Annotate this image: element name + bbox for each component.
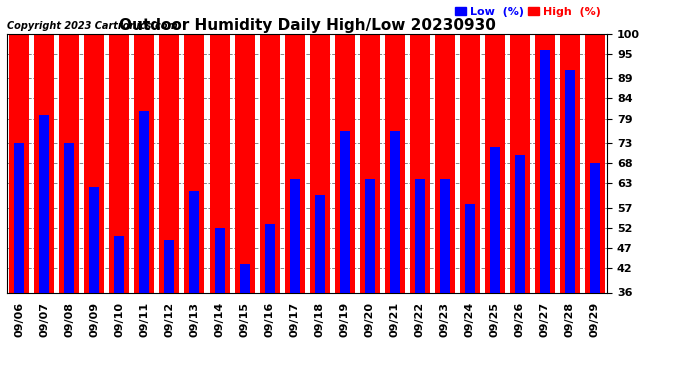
Bar — [435, 34, 455, 375]
Bar — [190, 191, 199, 375]
Bar — [14, 143, 24, 375]
Bar — [39, 115, 50, 375]
Bar — [315, 195, 324, 375]
Bar — [90, 188, 99, 375]
Bar — [215, 228, 224, 375]
Bar — [464, 204, 475, 375]
Bar — [10, 34, 30, 375]
Bar — [515, 155, 524, 375]
Bar — [64, 143, 75, 375]
Bar — [159, 34, 179, 375]
Bar — [415, 179, 424, 375]
Bar — [264, 224, 275, 375]
Bar — [164, 240, 175, 375]
Bar — [259, 34, 279, 375]
Bar — [210, 34, 230, 375]
Bar — [510, 34, 530, 375]
Bar — [484, 34, 504, 375]
Text: Copyright 2023 Cartronics.com: Copyright 2023 Cartronics.com — [7, 21, 177, 31]
Bar — [59, 34, 79, 375]
Bar — [335, 34, 355, 375]
Bar — [310, 34, 330, 375]
Bar — [490, 147, 500, 375]
Bar — [359, 34, 380, 375]
Bar — [135, 34, 155, 375]
Bar — [384, 34, 404, 375]
Bar — [564, 70, 575, 375]
Bar — [290, 179, 299, 375]
Bar — [390, 131, 400, 375]
Bar — [364, 179, 375, 375]
Bar — [110, 34, 130, 375]
Bar — [535, 34, 555, 375]
Bar — [440, 179, 450, 375]
Bar — [540, 50, 550, 375]
Legend: Low  (%), High  (%): Low (%), High (%) — [454, 6, 602, 18]
Bar — [590, 163, 600, 375]
Bar — [239, 264, 250, 375]
Bar — [115, 236, 124, 375]
Bar — [34, 34, 55, 375]
Bar — [339, 131, 350, 375]
Bar — [584, 34, 604, 375]
Bar — [184, 34, 204, 375]
Bar — [284, 34, 304, 375]
Bar — [560, 34, 580, 375]
Bar — [410, 34, 430, 375]
Bar — [460, 34, 480, 375]
Bar — [139, 111, 150, 375]
Title: Outdoor Humidity Daily High/Low 20230930: Outdoor Humidity Daily High/Low 20230930 — [119, 18, 495, 33]
Bar — [84, 34, 104, 375]
Bar — [235, 34, 255, 375]
